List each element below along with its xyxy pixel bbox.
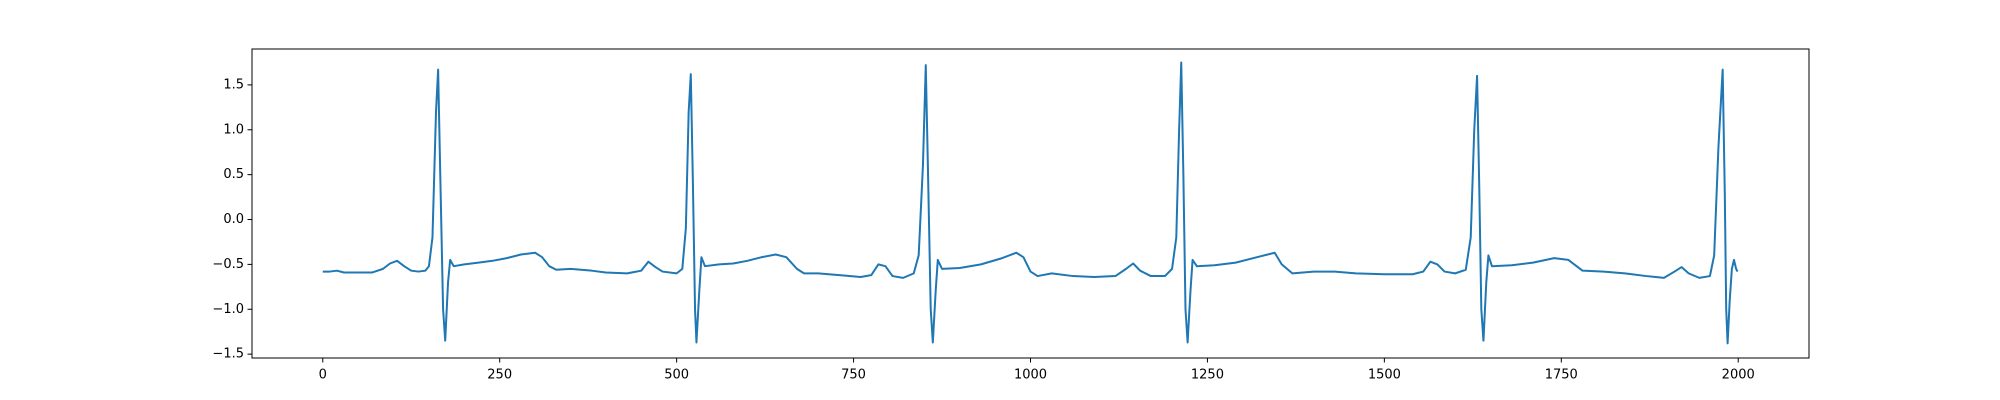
y-tick-label: 0.0 — [223, 212, 244, 227]
x-tick-label: 500 — [664, 368, 689, 383]
y-tick-label: −1.5 — [212, 347, 244, 362]
x-tick-label: 0 — [319, 368, 327, 383]
x-tick-label: 1750 — [1545, 368, 1578, 383]
x-tick-label: 250 — [487, 368, 512, 383]
x-tick-label: 750 — [841, 368, 866, 383]
y-tick-label: 1.0 — [223, 122, 244, 137]
y-tick-label: −0.5 — [212, 257, 244, 272]
y-tick-label: 0.5 — [223, 167, 244, 182]
x-tick-label: 1250 — [1191, 368, 1224, 383]
x-tick-label: 2000 — [1722, 368, 1755, 383]
y-tick-label: −1.0 — [212, 302, 244, 317]
x-tick-label: 1000 — [1014, 368, 1047, 383]
plot-frame — [251, 48, 1810, 359]
ecg-line — [322, 61, 1739, 345]
y-tick-label: 1.5 — [223, 77, 244, 92]
x-tick-label: 1500 — [1368, 368, 1401, 383]
